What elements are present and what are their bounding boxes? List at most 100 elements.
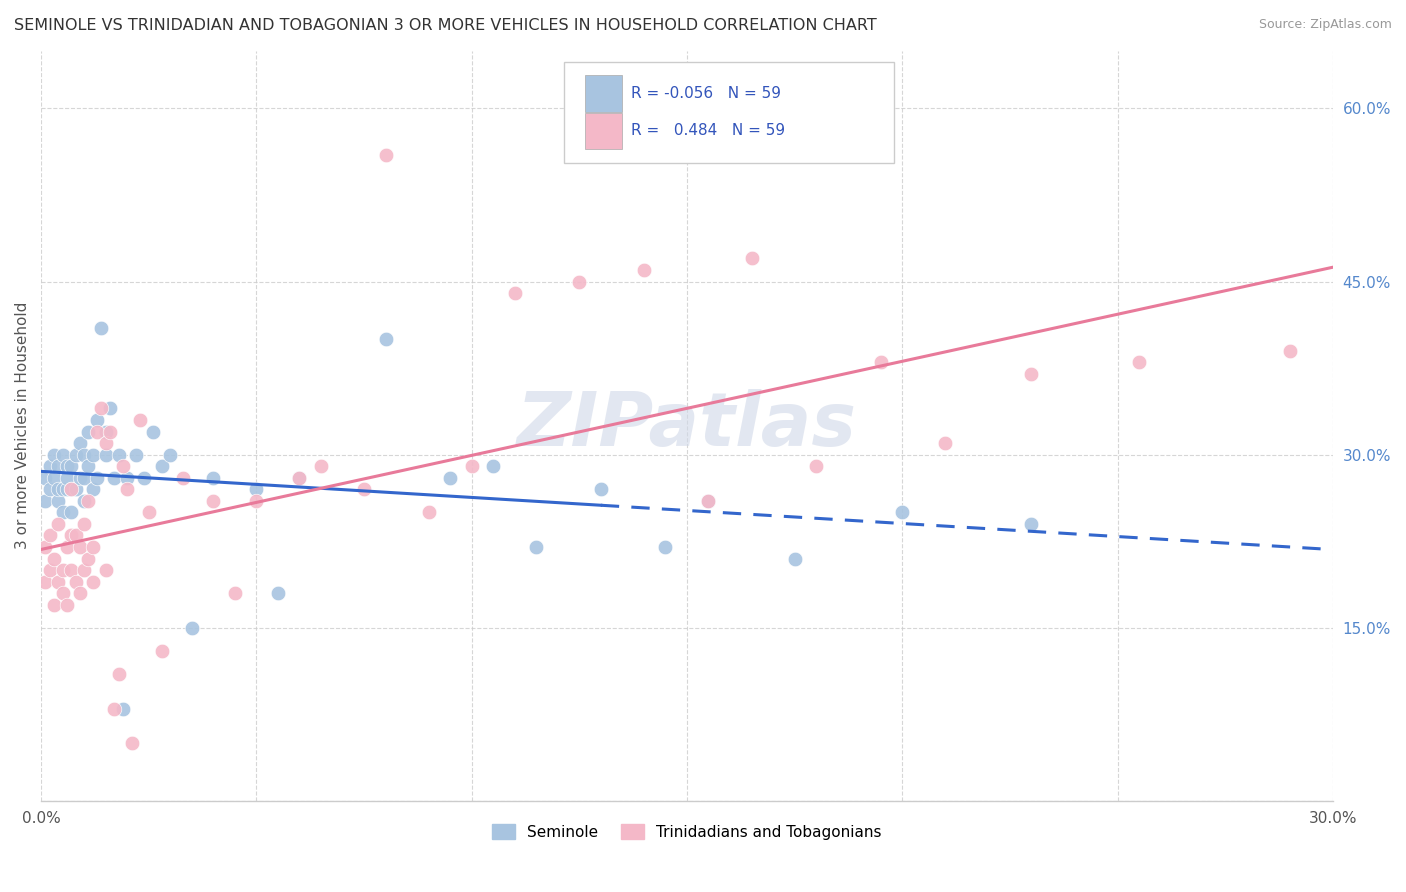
Point [94,425,117,439]
Point [65,482,87,496]
Text: Source: ZipAtlas.com: Source: ZipAtlas.com [1258,18,1392,31]
Point [138,505,160,519]
Point [1128,355,1150,369]
Text: ZIPatlas: ZIPatlas [517,389,856,462]
Point [73,563,96,577]
Point [46,574,69,589]
Point [224,586,246,600]
Point [98,401,121,416]
Point [52,482,75,496]
Point [353,482,375,496]
Point [94,563,117,577]
Point [46,459,69,474]
Point [245,482,267,496]
Point [60,482,83,496]
Point [697,493,720,508]
Point [65,448,87,462]
Point [869,355,891,369]
Point [697,493,720,508]
Text: R =   0.484   N = 59: R = 0.484 N = 59 [631,123,786,138]
Point [69,540,91,554]
Point [374,147,396,161]
Point [503,286,526,301]
Point [439,471,461,485]
Point [418,505,440,519]
Y-axis label: 3 or more Vehicles in Household: 3 or more Vehicles in Household [15,302,30,549]
Point [69,586,91,600]
Point [111,459,134,474]
Point [107,667,129,681]
Point [60,528,83,542]
Text: R = -0.056   N = 59: R = -0.056 N = 59 [631,86,782,101]
Point [90,320,112,334]
Point [42,598,65,612]
Point [482,459,505,474]
Point [633,263,655,277]
Point [60,482,83,496]
Point [202,471,225,485]
Point [52,505,75,519]
Legend: Seminole, Trinidadians and Tobagonians: Seminole, Trinidadians and Tobagonians [486,818,889,846]
Point [77,551,100,566]
Point [245,493,267,508]
Point [56,540,79,554]
Point [934,436,956,450]
Point [891,505,914,519]
Point [82,574,104,589]
Point [804,459,827,474]
Point [134,471,156,485]
Point [654,540,676,554]
Point [77,459,100,474]
Point [107,448,129,462]
Point [77,493,100,508]
Point [69,471,91,485]
Point [56,598,79,612]
Point [34,574,56,589]
Point [267,586,290,600]
Point [77,425,100,439]
Point [73,493,96,508]
Point [589,482,612,496]
Point [42,551,65,566]
FancyBboxPatch shape [564,62,894,163]
Point [56,471,79,485]
Point [73,448,96,462]
Point [568,275,591,289]
Point [783,551,806,566]
FancyBboxPatch shape [585,112,623,149]
Point [288,471,311,485]
Point [94,448,117,462]
Point [52,586,75,600]
Point [38,563,60,577]
Point [60,459,83,474]
Point [82,482,104,496]
Point [180,621,202,635]
Point [374,332,396,346]
Point [202,493,225,508]
Text: SEMINOLE VS TRINIDADIAN AND TOBAGONIAN 3 OR MORE VEHICLES IN HOUSEHOLD CORRELATI: SEMINOLE VS TRINIDADIAN AND TOBAGONIAN 3… [14,18,877,33]
Point [172,471,194,485]
Point [56,482,79,496]
Point [38,482,60,496]
Point [115,471,138,485]
Point [86,413,108,427]
Point [60,563,83,577]
Point [56,459,79,474]
Point [82,448,104,462]
Point [98,425,121,439]
Point [46,482,69,496]
Point [65,574,87,589]
Point [150,644,173,658]
Point [150,459,173,474]
Point [103,701,125,715]
Point [115,482,138,496]
Point [129,413,152,427]
Point [1021,516,1043,531]
Point [82,540,104,554]
FancyBboxPatch shape [585,75,623,112]
Point [1021,367,1043,381]
Point [52,448,75,462]
Point [90,401,112,416]
Point [121,736,143,750]
Point [46,516,69,531]
